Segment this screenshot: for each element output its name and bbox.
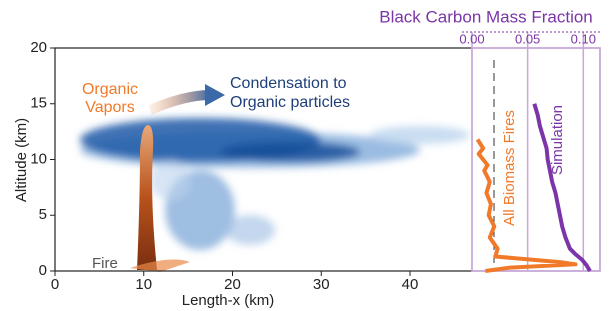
plume-illustration	[80, 118, 470, 250]
series-label: All Biomass Fires	[501, 110, 518, 226]
y-axis-title: Altitude (km)	[13, 118, 30, 202]
x2-tick-label: 0.10	[571, 31, 596, 46]
y-tick-label: 20	[30, 39, 47, 56]
x2-tick-label: 0.00	[459, 31, 484, 46]
chart: Black Carbon Mass Fraction Altitude (km)…	[0, 0, 609, 311]
x2-axis-title: Black Carbon Mass Fraction	[379, 7, 593, 26]
annotation: Condensation to	[230, 75, 347, 92]
y-tick-label: 5	[39, 206, 47, 223]
y-tick-label: 15	[30, 95, 47, 112]
x-tick-label: 40	[402, 276, 419, 293]
x-tick-label: 0	[51, 276, 59, 293]
x2-tick-label: 0.05	[515, 31, 540, 46]
x-axis-title: Length-x (km)	[182, 292, 275, 309]
annotation: Vapors	[85, 99, 135, 116]
y-tick-label: 0	[39, 262, 47, 279]
arrow	[150, 95, 210, 110]
series-label: Simulation	[549, 105, 566, 175]
x-tick-label: 30	[313, 276, 330, 293]
annotation: Fire	[92, 255, 118, 272]
arrow-head	[205, 84, 225, 106]
y-tick-label: 10	[30, 150, 47, 167]
x-tick-label: 10	[135, 276, 152, 293]
x-tick-label: 20	[224, 276, 241, 293]
annotation: Organic particles	[230, 94, 350, 111]
annotation: Organic	[82, 81, 138, 98]
